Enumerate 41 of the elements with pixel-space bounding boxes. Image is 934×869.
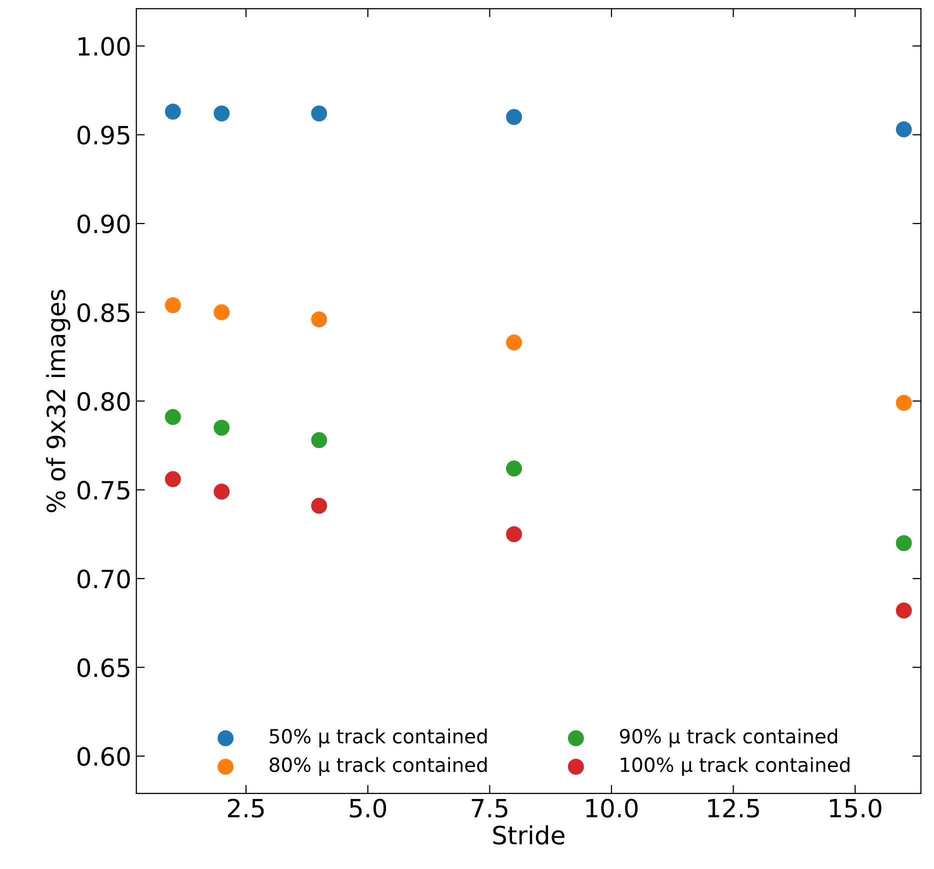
y-tick-label: 1.00 <box>78 36 130 56</box>
legend-label: 80% μ track contained <box>270 757 487 776</box>
point <box>506 526 522 542</box>
x-tick-label: 15.0 <box>830 798 882 818</box>
point <box>311 498 328 514</box>
point <box>164 297 181 314</box>
point <box>896 535 912 552</box>
point <box>506 460 522 476</box>
y-axis-title: % of 9x32 images <box>46 290 70 512</box>
point <box>214 304 230 320</box>
y-tick-label: 0.80 <box>77 392 130 411</box>
point <box>896 602 912 619</box>
y-tick-label: 0.85 <box>77 303 130 322</box>
point <box>896 121 912 138</box>
x-tick-label: 7.5 <box>472 799 508 818</box>
point <box>214 420 230 436</box>
point <box>214 484 230 500</box>
point <box>506 109 522 125</box>
y-tick-label: 0.90 <box>77 214 130 234</box>
point <box>164 104 181 120</box>
y-tick-label: 0.95 <box>77 126 130 145</box>
point <box>896 394 912 411</box>
point <box>311 105 328 122</box>
y-tick-label: 0.75 <box>77 480 130 500</box>
point <box>214 105 230 122</box>
point <box>164 409 181 425</box>
y-tick-label: 0.65 <box>77 658 130 678</box>
x-tick-label: 12.5 <box>708 798 759 818</box>
y-tick-label: 0.60 <box>77 747 130 766</box>
y-tick-label: 0.70 <box>77 570 130 588</box>
point <box>164 471 181 488</box>
point <box>311 432 328 448</box>
legend-label: 50% μ track contained <box>270 728 487 748</box>
x-tick-label: 5.0 <box>350 798 386 818</box>
legend-label: 100% μ track contained <box>620 757 850 776</box>
point <box>506 334 522 350</box>
x-tick-label: 2.5 <box>228 798 264 818</box>
legend-label: 90% μ track contained <box>620 728 838 748</box>
x-tick-label: 10.0 <box>586 798 638 818</box>
x-axis-title: Stride <box>493 825 564 845</box>
point <box>311 311 328 328</box>
